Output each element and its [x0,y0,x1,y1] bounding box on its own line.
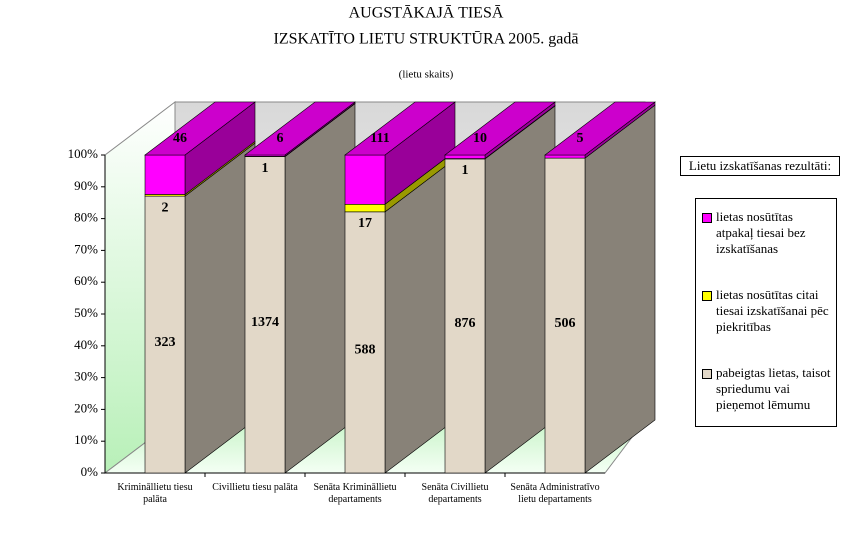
y-tick-label: 10% [74,432,98,447]
bar-side [284,103,356,474]
y-tick-label: 60% [74,273,98,288]
chart-note: (lietu skaits) [399,69,454,81]
data-label: 1 [462,163,469,178]
bar [144,195,186,474]
bar-side [384,158,456,474]
bar [144,154,186,195]
chart-title: AUGSTĀKAJĀ TIESĀ [349,5,504,22]
y-tick-label: 20% [74,400,98,415]
bar-top [444,101,556,156]
data-label: 506 [555,316,576,331]
legend-swatch [702,213,712,223]
bar-top [244,101,356,156]
y-tick-label: 100% [68,146,99,161]
data-label: 2 [162,200,169,215]
legend-swatch [702,369,712,379]
y-tick-label: 40% [74,337,98,352]
data-label: 588 [355,343,376,358]
x-tick-label: Senāta Civillietu departaments [421,482,489,505]
legend-swatch [702,291,712,301]
data-label: 10 [473,131,487,146]
bar [344,211,386,474]
data-label: 1 [262,161,269,176]
x-tick-label: Krimināllietu tiesu palāta [117,482,193,505]
x-tick-label: Civillietu tiesu palāta [212,482,298,493]
y-tick-label: 80% [74,210,98,225]
bar [544,157,586,474]
x-tick-label: Senāta Krimināllietu departaments [313,482,397,505]
y-tick-label: 30% [74,369,98,384]
y-tick-label: 50% [74,305,98,320]
bar [444,154,486,159]
legend: lietas nosūtītas atpakaļ tiesai bez izsk… [695,198,837,427]
bar-top [144,101,256,156]
y-tick-label: 90% [74,178,98,193]
y-tick-label: 0% [81,464,99,479]
data-label: 1374 [251,315,279,330]
data-label: 5 [577,131,584,146]
bar-side [184,142,256,474]
bar-top [344,101,456,156]
data-label: 323 [155,335,176,350]
legend-item: lietas nosūtītas citai tiesai izskatīšan… [702,287,832,335]
bar-side [484,105,556,474]
data-label: 17 [358,216,372,231]
legend-label: pabeigtas lietas, taisot spriedumu vai p… [716,365,831,412]
x-tick-label: Senāta Administratīvo lietu departaments [510,482,600,505]
bar-top [544,101,656,156]
bar [344,203,386,213]
bar-side [584,104,656,474]
data-label: 6 [277,131,284,146]
data-label: 46 [173,131,187,146]
legend-title: Lietu izskatīšanas rezultāti: [680,156,840,176]
legend-item: lietas nosūtītas atpakaļ tiesai bez izsk… [702,209,832,257]
legend-item: pabeigtas lietas, taisot spriedumu vai p… [702,365,832,413]
legend-label: lietas nosūtītas citai tiesai izskatīšan… [716,287,829,334]
bar [344,154,386,205]
bar [544,154,586,159]
y-tick-label: 70% [74,241,98,256]
data-label: 111 [370,131,389,146]
legend-label: lietas nosūtītas atpakaļ tiesai bez izsk… [716,209,806,256]
data-label: 876 [455,316,476,331]
chart-subtitle: IZSKATĪTO LIETU STRUKTŪRA 2005. gadā [273,31,578,48]
